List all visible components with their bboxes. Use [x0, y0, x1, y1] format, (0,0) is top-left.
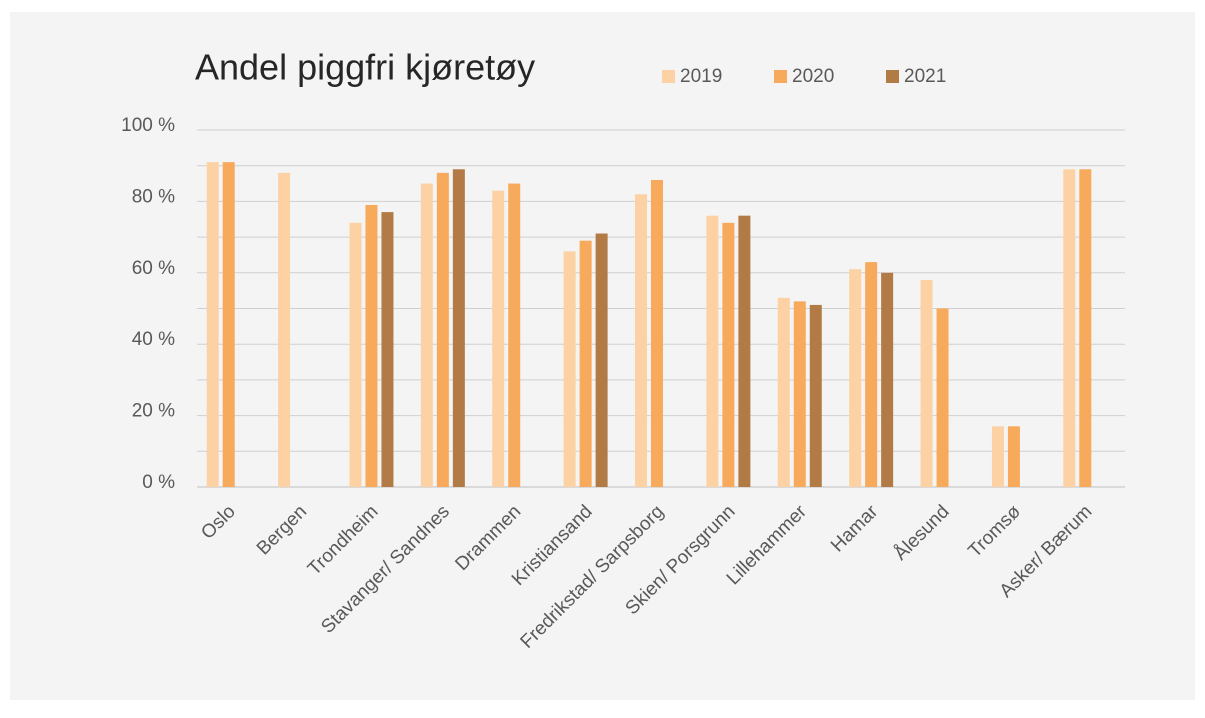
- bar: [722, 222, 735, 487]
- bar: [381, 212, 394, 488]
- bar: [1007, 426, 1020, 487]
- bar: [278, 172, 291, 487]
- bar: [508, 183, 521, 488]
- bar: [738, 215, 751, 487]
- bar: [809, 304, 822, 487]
- bar: [579, 240, 592, 487]
- bar: [793, 301, 806, 487]
- bar: [936, 308, 949, 487]
- bar: [563, 251, 576, 487]
- bar: [436, 172, 449, 487]
- legend-label: 2020: [792, 66, 834, 87]
- bar: [920, 279, 933, 487]
- bar: [881, 272, 894, 487]
- bar: [492, 190, 505, 487]
- legend-label: 2019: [680, 66, 722, 87]
- bar: [420, 183, 433, 488]
- legend-swatch: [662, 70, 675, 83]
- bar: [777, 297, 790, 487]
- bar: [865, 262, 878, 487]
- legend-swatch: [886, 70, 899, 83]
- bar: [1063, 169, 1076, 487]
- bar: [452, 169, 465, 487]
- chart-title: Andel piggfri kjøretøy: [195, 47, 535, 88]
- legend-label: 2021: [904, 66, 946, 87]
- bar: [651, 179, 663, 488]
- bar: [635, 194, 647, 487]
- y-tick-label: 100 %: [121, 115, 175, 136]
- y-tick-label: 60 %: [132, 258, 175, 279]
- y-tick-label: 0 %: [142, 472, 175, 493]
- bar: [206, 162, 219, 487]
- legend-swatch: [774, 70, 787, 83]
- y-tick-label: 40 %: [132, 329, 175, 350]
- bar: [849, 269, 862, 487]
- bar: [706, 215, 719, 487]
- bar: [1079, 169, 1092, 487]
- y-tick-label: 20 %: [132, 401, 175, 422]
- y-tick-label: 80 %: [132, 186, 175, 207]
- bar: [222, 162, 235, 487]
- bar: [595, 233, 608, 487]
- bar: [349, 222, 362, 487]
- bar: [991, 426, 1004, 487]
- bar: [365, 204, 378, 487]
